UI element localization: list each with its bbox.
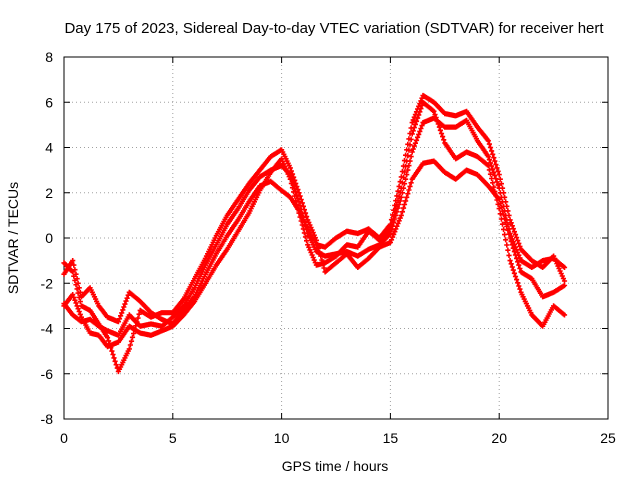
x-tick-label: 10 (274, 430, 290, 446)
y-tick-label: 8 (45, 49, 53, 65)
y-tick-label: 0 (45, 230, 53, 246)
x-tick-label: 20 (491, 430, 507, 446)
y-axis-label: SDTVAR / TECUs (5, 182, 21, 294)
y-axis: -8 -6 -4 -2 0 2 4 6 8 (41, 49, 608, 427)
y-tick-label: -8 (41, 411, 54, 427)
x-tick-label: 0 (60, 430, 68, 446)
y-tick-label: 4 (45, 140, 53, 156)
y-tick-label: 6 (45, 94, 53, 110)
x-axis-label: GPS time / hours (282, 458, 389, 474)
series-markers (61, 147, 568, 375)
y-tick-label: 2 (45, 185, 53, 201)
series-arc-4 (61, 99, 568, 350)
y-tick-label: -2 (41, 275, 54, 291)
y-tick-label: -4 (41, 321, 54, 337)
x-tick-label: 15 (383, 430, 399, 446)
series-markers (61, 92, 568, 327)
series-arc-2 (61, 92, 568, 327)
series-markers (61, 99, 568, 350)
x-axis: 0 5 10 15 20 25 (60, 57, 616, 446)
data-series (61, 92, 568, 375)
x-tick-label: 25 (600, 430, 616, 446)
chart-title: Day 175 of 2023, Sidereal Day-to-day VTE… (64, 20, 604, 37)
y-tick-label: -6 (41, 366, 54, 382)
x-tick-label: 5 (169, 430, 177, 446)
series-arc-3 (61, 147, 568, 375)
